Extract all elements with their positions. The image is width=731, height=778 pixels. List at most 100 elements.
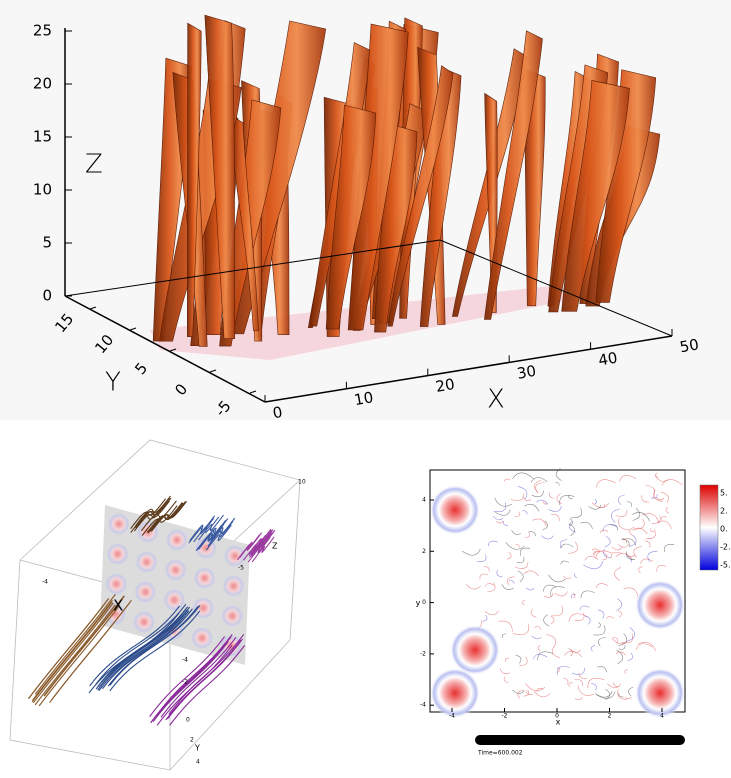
vortex-filament xyxy=(523,497,532,502)
vortex-filament xyxy=(633,546,642,558)
strand xyxy=(99,606,191,688)
vortex-filament xyxy=(551,513,560,522)
ribbon xyxy=(595,69,657,303)
y-axis xyxy=(64,295,266,403)
vortex-filament xyxy=(665,507,670,514)
vortex-filament xyxy=(563,677,569,685)
vortex-filament xyxy=(618,517,630,531)
strand xyxy=(109,604,201,686)
vortex-filament xyxy=(532,518,547,527)
vortex-filament xyxy=(597,609,605,619)
vortex-filament xyxy=(621,633,634,644)
strand xyxy=(133,500,170,532)
y-tick-label: 2 xyxy=(422,548,426,555)
time-bar xyxy=(475,735,685,745)
strand xyxy=(51,599,132,701)
vortex-filament xyxy=(644,540,651,548)
vortex-filament xyxy=(614,566,621,581)
plane-blob xyxy=(221,605,244,627)
strand xyxy=(140,500,177,532)
strand xyxy=(95,603,187,685)
vortex-filament xyxy=(583,561,604,570)
vortex-filament xyxy=(588,504,602,510)
plot-x-label: x xyxy=(556,718,561,727)
vortex-filament xyxy=(493,515,504,521)
vortex-filament xyxy=(563,650,583,658)
colorbar-label: 0. xyxy=(720,525,728,534)
vortex-filament xyxy=(477,554,487,562)
vortex-filament xyxy=(496,569,503,578)
ribbon xyxy=(419,67,462,327)
plane-blob xyxy=(165,529,188,551)
colorbar-label: -2. xyxy=(720,543,731,552)
vortex-filament xyxy=(574,678,584,687)
ribbon xyxy=(387,65,454,327)
vortex-filament xyxy=(618,633,628,646)
plane-blob xyxy=(222,575,245,597)
box-x-label: X xyxy=(113,597,123,615)
vortex-filament xyxy=(618,693,624,698)
strand xyxy=(130,498,167,530)
vortex-filament xyxy=(591,683,597,691)
vortex-filament xyxy=(531,490,544,498)
vortex-filament xyxy=(524,504,540,512)
vortex-filament xyxy=(522,510,528,515)
vortex-filament xyxy=(514,511,521,517)
vortex-filament xyxy=(519,547,531,556)
vortex-filament xyxy=(523,689,530,697)
vortex-filament xyxy=(597,666,608,673)
vortex-filament xyxy=(537,651,554,661)
strand xyxy=(147,502,184,534)
vortex-filament xyxy=(550,616,555,625)
vortex xyxy=(430,485,480,535)
strand xyxy=(209,517,236,544)
vortex-filament xyxy=(512,689,525,694)
vortex-filament xyxy=(494,497,513,507)
vortex-filament xyxy=(629,526,635,536)
vortex-filament xyxy=(554,591,568,597)
strand xyxy=(152,641,229,722)
vortex-filament xyxy=(541,535,554,540)
strand xyxy=(195,525,222,552)
plane-blob xyxy=(106,543,129,565)
strand xyxy=(32,602,114,704)
vortex-filament xyxy=(569,518,573,526)
strand xyxy=(31,601,113,703)
vortex-filament xyxy=(598,637,606,647)
vortex-filament xyxy=(531,635,542,640)
vortex-filament xyxy=(637,641,656,651)
vortex-filament xyxy=(513,624,530,635)
vortex-filament xyxy=(519,656,528,667)
vortex-filament xyxy=(568,613,588,622)
strand xyxy=(38,605,120,707)
ribbon xyxy=(186,22,202,338)
vortex-filament xyxy=(593,550,597,556)
vortex-filament xyxy=(595,583,609,589)
vortex-filament xyxy=(574,612,585,621)
ribbon xyxy=(204,14,236,339)
vortex-filament xyxy=(508,580,515,584)
vortex-filament xyxy=(594,690,613,698)
vortex-filament xyxy=(600,529,609,533)
strand xyxy=(34,593,116,695)
vortex-filament xyxy=(626,551,636,560)
top-axes xyxy=(64,28,673,403)
box-tick-label: 2 xyxy=(190,737,194,744)
vortex-filament xyxy=(556,666,560,673)
vortex-filament xyxy=(627,652,634,661)
vortex-filament xyxy=(641,495,649,503)
plane-blob xyxy=(193,567,216,589)
vortex-filament xyxy=(632,527,648,535)
box-y-label: Y xyxy=(194,744,200,753)
plane-blob xyxy=(134,581,157,603)
vortex-filament xyxy=(617,689,628,700)
back-axis xyxy=(439,239,673,337)
strand xyxy=(156,645,233,726)
vortex-filament xyxy=(548,574,566,583)
vortex-filament xyxy=(593,625,606,636)
vortex-filament xyxy=(465,583,481,590)
vortex-filament xyxy=(571,667,585,675)
vortex-filament xyxy=(502,520,509,526)
vortex-filament xyxy=(517,486,528,500)
strand xyxy=(27,598,109,699)
